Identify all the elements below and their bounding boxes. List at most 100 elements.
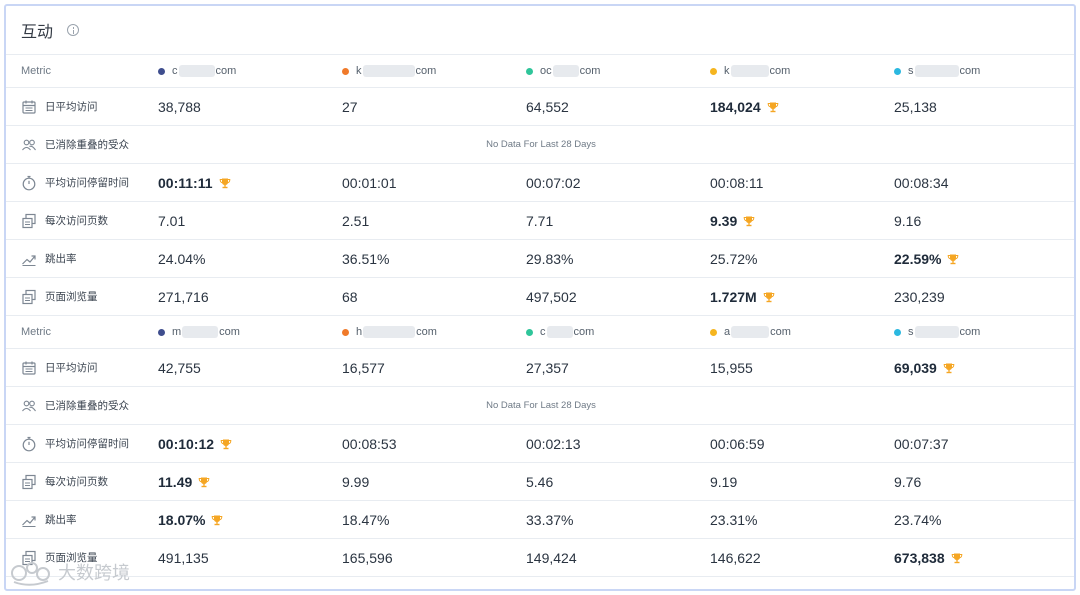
metric-value-cell: 25.72% xyxy=(710,251,894,267)
metric-row: 跳出率 24.04% 36.51% 29.83% 25.72% 22.59% xyxy=(6,240,1074,278)
metric-value: 9.39 xyxy=(710,212,738,229)
site-name-start: a xyxy=(724,326,731,338)
stopwatch-icon xyxy=(21,175,37,191)
site-header[interactable]: s com xyxy=(894,65,980,77)
site-name-end: com xyxy=(219,326,240,338)
metric-value: 7.71 xyxy=(526,212,554,229)
metric-value: 33.37% xyxy=(526,511,574,528)
site-name-end: com xyxy=(770,326,791,338)
metric-value: 38,788 xyxy=(158,98,201,115)
metric-value-cell: 27 xyxy=(342,99,526,115)
site-name-start: k xyxy=(724,65,730,77)
info-icon[interactable] xyxy=(67,24,80,36)
metric-value: 18.47% xyxy=(342,511,390,528)
site-name-end: com xyxy=(215,65,237,77)
metric-value: 27,357 xyxy=(526,359,569,376)
metric-value: 16,577 xyxy=(342,359,385,376)
metric-value: 00:08:34 xyxy=(894,174,949,191)
metric-value-cell: 00:02:13 xyxy=(526,436,710,452)
site-name-start: m xyxy=(172,326,182,338)
card-header: 互动 xyxy=(6,6,1074,55)
metric-row: 页面浏览量 271,716 68 497,502 1.727M 230,239 xyxy=(6,278,1074,316)
site-header[interactable]: s com xyxy=(894,326,980,338)
pages-icon xyxy=(21,550,37,566)
trophy-icon xyxy=(947,253,959,265)
metric-value-cell: 64,552 xyxy=(526,99,710,115)
redacted-domain xyxy=(914,326,959,338)
trophy-icon xyxy=(767,101,779,113)
metric-column-header: Metric xyxy=(21,65,51,77)
metric-value-cell: 16,577 xyxy=(342,360,526,376)
metric-value-cell: 9.16 xyxy=(894,213,1074,229)
metric-value-cell: 23.31% xyxy=(710,512,894,528)
site-header[interactable]: c com xyxy=(158,65,236,77)
metric-value-cell: 673,838 xyxy=(894,550,1074,566)
metric-value-cell: 9.99 xyxy=(342,474,526,490)
metric-row: 每次访问页数 11.49 9.99 5.46 9.19 9.76 xyxy=(6,463,1074,501)
metric-label: 平均访问停留时间 xyxy=(45,438,129,450)
metric-value-cell: 25,138 xyxy=(894,98,1074,115)
redacted-domain xyxy=(546,326,573,338)
metric-label: 每次访问页数 xyxy=(45,215,108,227)
metric-value-cell: 11.49 xyxy=(158,474,342,490)
metric-value: 9.19 xyxy=(710,473,738,490)
trend-icon xyxy=(21,512,37,528)
site-name-start: k xyxy=(356,65,362,77)
metric-value-cell: 42,755 xyxy=(158,360,342,376)
watermark-text: 大数跨境 xyxy=(58,563,130,584)
site-header[interactable]: m com xyxy=(158,326,240,338)
metric-value-cell: 27,357 xyxy=(526,360,710,376)
watermark-logo-icon xyxy=(10,558,52,586)
metric-value-cell: 00:08:53 xyxy=(342,436,526,452)
site-color-dot xyxy=(158,67,165,75)
site-name-end: com xyxy=(416,326,437,338)
metric-value-cell: 1.727M xyxy=(710,289,894,305)
metric-value: 00:10:12 xyxy=(158,435,215,452)
metric-value-cell: 184,024 xyxy=(710,99,894,115)
metric-value-cell: 00:11:11 xyxy=(158,175,342,191)
site-name-end: com xyxy=(769,65,791,77)
metric-label: 已消除重叠的受众 xyxy=(45,139,129,151)
site-header[interactable]: c com xyxy=(526,326,594,338)
trophy-icon xyxy=(943,362,955,374)
metric-value-cell: 00:10:12 xyxy=(158,436,342,452)
calendar-icon xyxy=(21,99,37,115)
redacted-domain xyxy=(178,65,215,77)
metric-value: 165,596 xyxy=(342,549,393,566)
watermark: 大数跨境 xyxy=(10,558,130,586)
site-name-end: com xyxy=(579,65,601,77)
site-header[interactable]: k com xyxy=(342,65,436,77)
metric-value: 29.83% xyxy=(526,250,574,267)
metric-row: 日平均访问 38,788 27 64,552 184,024 25,138 xyxy=(6,88,1074,126)
metric-label: 日平均访问 xyxy=(45,101,98,113)
site-name-start: c xyxy=(172,65,178,77)
site-header[interactable]: a com xyxy=(710,326,791,338)
metric-value-cell: 230,239 xyxy=(894,288,1074,305)
site-name-end: com xyxy=(959,326,981,338)
metric-value-cell: 00:08:11 xyxy=(710,175,894,191)
metric-value-cell: 33.37% xyxy=(526,512,710,528)
engagement-card: 互动 Metric c com k com oc com k com s xyxy=(4,4,1076,591)
metric-row: 平均访问停留时间 00:10:12 00:08:53 00:02:13 00:0… xyxy=(6,425,1074,463)
metric-header-row: Metric c com k com oc com k com s com xyxy=(6,55,1074,88)
redacted-domain xyxy=(914,65,959,77)
metric-value: 25,138 xyxy=(894,98,937,115)
metric-value: 00:07:37 xyxy=(894,435,949,452)
redacted-domain xyxy=(552,65,579,77)
metric-column-header: Metric xyxy=(21,326,51,338)
metric-row: 平均访问停留时间 00:11:11 00:01:01 00:07:02 00:0… xyxy=(6,164,1074,202)
metric-value-cell: 00:07:02 xyxy=(526,175,710,191)
metric-row: 页面浏览量 491,135 165,596 149,424 146,622 67… xyxy=(6,539,1074,577)
metric-value: 00:08:53 xyxy=(342,435,397,452)
metric-value: 230,239 xyxy=(894,288,945,305)
site-header[interactable]: oc com xyxy=(526,65,600,77)
site-header[interactable]: h com xyxy=(342,326,437,338)
metric-value: 7.01 xyxy=(158,212,186,229)
trophy-icon xyxy=(211,514,223,526)
metric-value: 00:08:11 xyxy=(710,174,764,191)
site-name-start: c xyxy=(540,326,546,338)
metric-value: 1.727M xyxy=(710,288,757,305)
people-icon xyxy=(21,137,37,153)
site-header[interactable]: k com xyxy=(710,65,790,77)
redacted-domain xyxy=(182,326,219,338)
